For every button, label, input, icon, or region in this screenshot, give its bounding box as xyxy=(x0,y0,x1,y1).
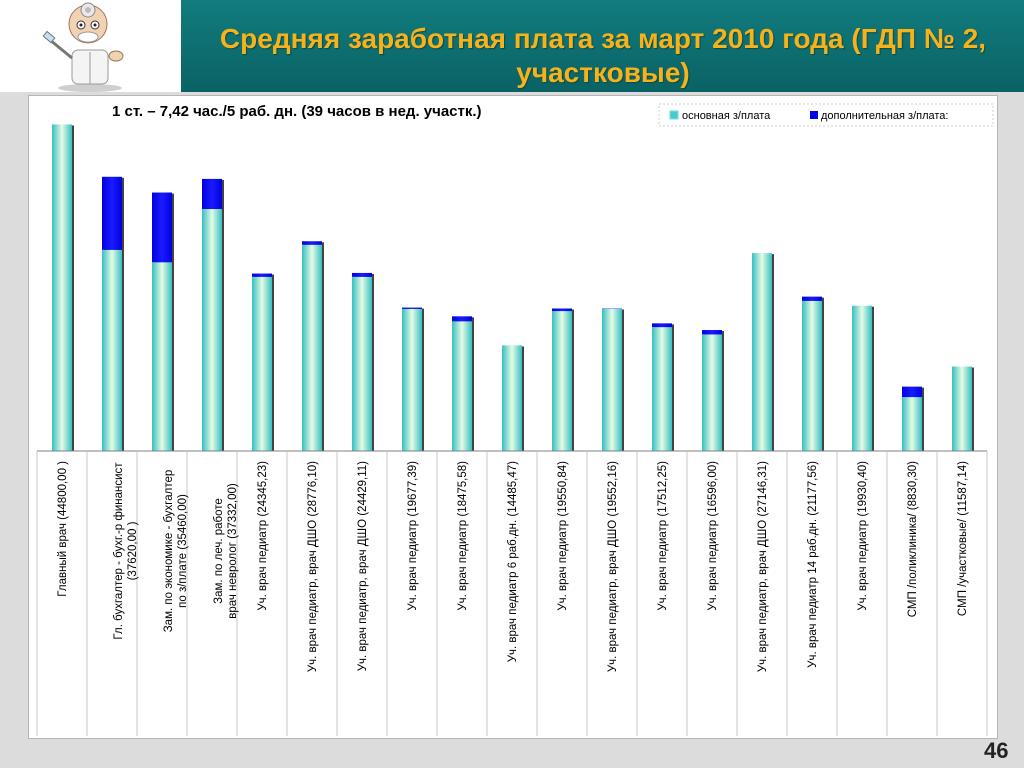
bar-base-5 xyxy=(252,276,272,451)
bar-base-6 xyxy=(302,244,322,451)
title-bar xyxy=(181,0,1024,92)
category-label-17: Уч. врач педиатр (19930,40) xyxy=(857,461,869,611)
category-label-8: Уч. врач педиатр (19677,39) xyxy=(407,461,419,611)
category-label-11: Уч. врач педиатр (19550,84) xyxy=(557,461,569,611)
bar-base-12 xyxy=(602,308,622,451)
bar-base-11 xyxy=(552,311,572,451)
category-label-7: Уч. врач педиатр, врач ДШО (24429,11) xyxy=(357,461,369,671)
bar-base-2 xyxy=(102,249,122,451)
category-label-9: Уч. врач педиатр (18475,58) xyxy=(457,461,469,611)
slide-title: Средняя заработная плата за март 2010 го… xyxy=(219,23,987,88)
bar-base-10 xyxy=(502,345,522,451)
category-label-2: Гл. бухгалтер - бухг.-р финансист (37620,… xyxy=(113,462,139,640)
chart-panel: 1 ст. – 7,42 час./5 раб. дн. (39 часов в… xyxy=(28,95,998,739)
bar-base-9 xyxy=(452,321,472,451)
bar-extra-8 xyxy=(402,307,422,309)
category-label-4: Зам. по леч. работе врач невролог (37332,… xyxy=(213,483,239,619)
bar-extra-16 xyxy=(802,296,822,301)
bar-base-16 xyxy=(802,300,822,451)
category-label-6: Уч. врач педиатр, врач ДШО (28776,10) xyxy=(307,461,319,672)
category-label-16: Уч. врач педиатр 14 раб.дн. (21177,56) xyxy=(807,461,819,668)
legend-swatch-base xyxy=(669,110,679,120)
category-label-1: Главный врач (44800,00 ) xyxy=(57,461,69,597)
bar-extra-9 xyxy=(452,316,472,322)
bar-base-17 xyxy=(852,305,872,451)
legend-swatch-extra xyxy=(810,111,818,119)
bar-extra-11 xyxy=(552,308,572,312)
bars-group xyxy=(52,124,974,452)
bar-extra-2 xyxy=(102,176,122,250)
bar-extra-18 xyxy=(902,386,922,398)
bar-extra-4 xyxy=(202,178,222,210)
bar-base-18 xyxy=(902,397,922,451)
slide-header: Средняя заработная плата за март 2010 го… xyxy=(0,0,1024,92)
category-label-18: СМП /поликлиника/ (8830,30) xyxy=(907,461,919,617)
legend-label-extra: дополнительная з/плата: xyxy=(821,110,948,122)
category-label-3: Зам. по экономике - бухгалтер по з/плате … xyxy=(163,470,189,633)
bar-base-13 xyxy=(652,327,672,451)
chart-subtitle: 1 ст. – 7,42 час./5 раб. дн. (39 часов в… xyxy=(112,103,482,120)
category-labels: Главный врач (44800,00 ) Гл. бухгалтер - … xyxy=(57,461,969,672)
bar-base-14 xyxy=(702,334,722,451)
bar-base-3 xyxy=(152,262,172,451)
category-label-14: Уч. врач педиатр (16596,00) xyxy=(707,461,719,611)
bar-base-19 xyxy=(952,366,972,451)
category-label-5: Уч. врач педиатр (24345,23) xyxy=(257,461,269,611)
bar-base-8 xyxy=(402,308,422,451)
bar-chart: 1 ст. – 7,42 час./5 раб. дн. (39 часов в… xyxy=(36,103,994,736)
category-label-13: Уч. врач педиатр (17512,25) xyxy=(657,461,669,611)
legend-label-base: основная з/плата xyxy=(682,110,771,122)
doctor-mascot-icon xyxy=(0,0,181,92)
category-label-19: СМП /участковые/ (11587,14) xyxy=(957,461,969,616)
bar-base-7 xyxy=(352,276,372,451)
bar-base-1 xyxy=(52,124,72,452)
category-label-15: Уч. врач педиатр, врач ДШО (27146,31) xyxy=(757,461,769,672)
bar-extra-13 xyxy=(652,323,672,328)
bar-extra-14 xyxy=(702,330,722,335)
bar-extra-7 xyxy=(352,272,372,277)
category-label-10: Уч. врач педиатр 6 раб.дн. (14485,47) xyxy=(507,461,519,662)
bar-extra-5 xyxy=(252,273,272,277)
page-number: 46 xyxy=(984,738,1009,763)
bar-extra-3 xyxy=(152,192,172,263)
bar-extra-6 xyxy=(302,241,322,245)
category-grid xyxy=(36,450,988,736)
bar-base-4 xyxy=(202,209,222,451)
chart-legend: основная з/плата дополнительная з/плата: xyxy=(658,103,994,127)
bar-base-15 xyxy=(752,253,772,451)
category-label-12: Уч. врач педиатр, врач ДШО (19552,16) xyxy=(607,461,619,672)
